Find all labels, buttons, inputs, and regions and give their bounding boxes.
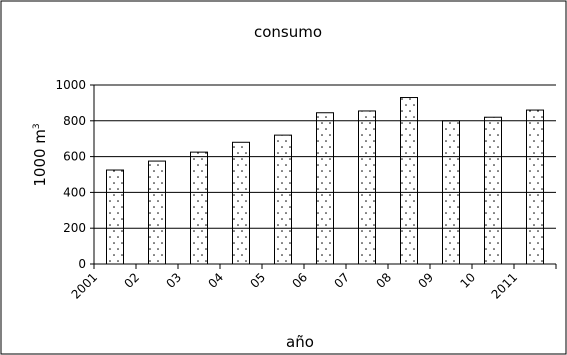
bar (148, 160, 166, 265)
y-axis-title-superscript: 3 (32, 123, 42, 129)
bars (106, 97, 544, 265)
bar (526, 109, 544, 265)
bar (316, 112, 334, 265)
axes (93, 85, 557, 269)
y-tick-label: 400 (63, 185, 86, 199)
bar (190, 151, 208, 265)
bar (232, 141, 250, 265)
bar (274, 134, 292, 265)
bar (358, 110, 376, 265)
y-tick-label: 200 (63, 221, 86, 235)
x-axis-title: año (286, 333, 314, 351)
y-tick-label: 0 (78, 257, 86, 271)
y-tick-labels: 0 200 400 600 800 1000 (55, 78, 86, 271)
bar (106, 169, 124, 265)
y-tick-label: 800 (63, 114, 86, 128)
y-tick-label: 1000 (55, 78, 86, 92)
y-axis-title-text: 1000 m (31, 129, 49, 187)
bar (400, 97, 418, 265)
y-tick-label: 600 (63, 150, 86, 164)
chart-title: consumo (254, 23, 322, 41)
bar (442, 120, 460, 265)
y-axis-title: 1000 m3 (31, 123, 49, 186)
bar (484, 116, 502, 265)
